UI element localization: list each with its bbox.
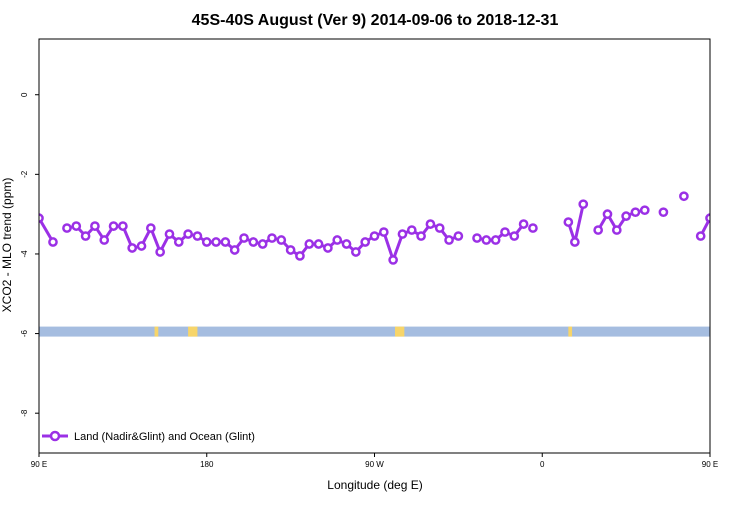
- data-point: [332, 235, 343, 245]
- legend-label: Land (Nadir&Glint) and Ocean (Glint): [74, 431, 255, 443]
- data-point: [518, 219, 529, 229]
- data-point: [679, 191, 689, 202]
- data-point: [388, 255, 398, 265]
- series-line: [729, 226, 750, 252]
- ocean-band: [39, 326, 710, 337]
- data-point: [639, 205, 650, 216]
- y-axis: 0 -2 -4 -6 -8: [20, 92, 39, 417]
- data-point: [630, 207, 641, 218]
- legend: Land (Nadir&Glint) and Ocean (Glint): [42, 430, 255, 443]
- data-point: [285, 245, 296, 255]
- data-point: [406, 225, 417, 235]
- land-ocean-band: [39, 326, 710, 337]
- land-patch: [188, 326, 198, 337]
- data-point: [602, 209, 613, 220]
- data-point: [453, 231, 464, 241]
- data-point: [570, 237, 580, 247]
- data-point: [744, 232, 750, 239]
- chart-title: 45S-40S August (Ver 9) 2014-09-06 to 201…: [192, 12, 559, 29]
- data-point: [99, 235, 110, 245]
- data-point: [183, 229, 193, 239]
- y-tick-label: -2: [20, 170, 29, 178]
- data-point: [136, 241, 147, 251]
- data-point: [48, 237, 58, 247]
- data-point: [563, 217, 574, 227]
- data-point: [155, 247, 166, 257]
- data-point: [229, 245, 240, 255]
- data-point: [323, 243, 333, 253]
- y-tick-label: -4: [20, 250, 29, 258]
- data-point: [351, 247, 361, 257]
- data-point: [725, 224, 732, 231]
- data-point: [276, 235, 287, 245]
- data-point: [621, 211, 631, 221]
- series-line: [699, 216, 710, 237]
- data-point: [173, 237, 184, 247]
- x-tick-label: 90 E: [702, 460, 718, 469]
- data-point: [127, 243, 138, 253]
- series-layer: [39, 191, 750, 265]
- x-tick-label: 180: [200, 460, 214, 469]
- data-point: [90, 221, 100, 231]
- data-point: [705, 213, 710, 223]
- data-point: [490, 235, 501, 245]
- data-point: [416, 231, 426, 241]
- data-point: [304, 239, 315, 249]
- land-patch: [568, 326, 573, 337]
- data-point: [145, 223, 156, 233]
- data-point: [611, 225, 622, 235]
- data-point: [378, 227, 389, 237]
- y-tick-label: -8: [20, 409, 29, 417]
- data-point: [593, 225, 604, 235]
- data-point: [71, 221, 82, 231]
- data-point: [425, 219, 436, 229]
- data-point: [734, 222, 741, 229]
- data-point: [481, 235, 492, 245]
- y-tick-label: -6: [20, 329, 29, 337]
- data-point: [220, 237, 231, 247]
- y-tick-label: 0: [20, 92, 29, 97]
- x-tick-label: 0: [540, 460, 545, 469]
- land-patch: [154, 326, 159, 337]
- data-point: [313, 239, 324, 249]
- data-point: [118, 221, 128, 231]
- data-point: [695, 231, 706, 241]
- data-point: [211, 237, 221, 247]
- series-group: [39, 191, 750, 265]
- data-point: [500, 227, 510, 237]
- data-point: [472, 233, 482, 243]
- data-point: [658, 207, 669, 218]
- data-point: [62, 223, 72, 233]
- data-point: [239, 233, 249, 243]
- x-tick-label: 90 E: [31, 460, 47, 469]
- data-point: [108, 221, 119, 231]
- data-point: [341, 239, 352, 249]
- data-point: [528, 223, 538, 233]
- x-axis-label: Longitude (deg E): [327, 478, 422, 492]
- x-tick-label: 90 W: [365, 460, 384, 469]
- data-point: [201, 237, 212, 247]
- data-point: [434, 223, 445, 233]
- data-point: [192, 231, 203, 241]
- x-axis: 90 E 180 90 W 0 90 E: [31, 453, 718, 469]
- data-point: [360, 237, 371, 247]
- data-point: [578, 199, 589, 210]
- land-patch: [395, 326, 405, 337]
- data-point: [444, 235, 454, 245]
- data-point: [164, 229, 175, 239]
- legend-marker: [49, 430, 61, 442]
- data-point: [369, 231, 380, 241]
- data-point: [509, 231, 520, 241]
- y-axis-label: XCO2 - MLO trend (ppm): [0, 178, 14, 313]
- data-point: [80, 231, 91, 241]
- data-point: [295, 251, 305, 261]
- data-point: [257, 239, 268, 249]
- data-point: [397, 229, 408, 239]
- data-point: [248, 237, 259, 247]
- data-point: [716, 238, 723, 245]
- data-point: [267, 233, 277, 243]
